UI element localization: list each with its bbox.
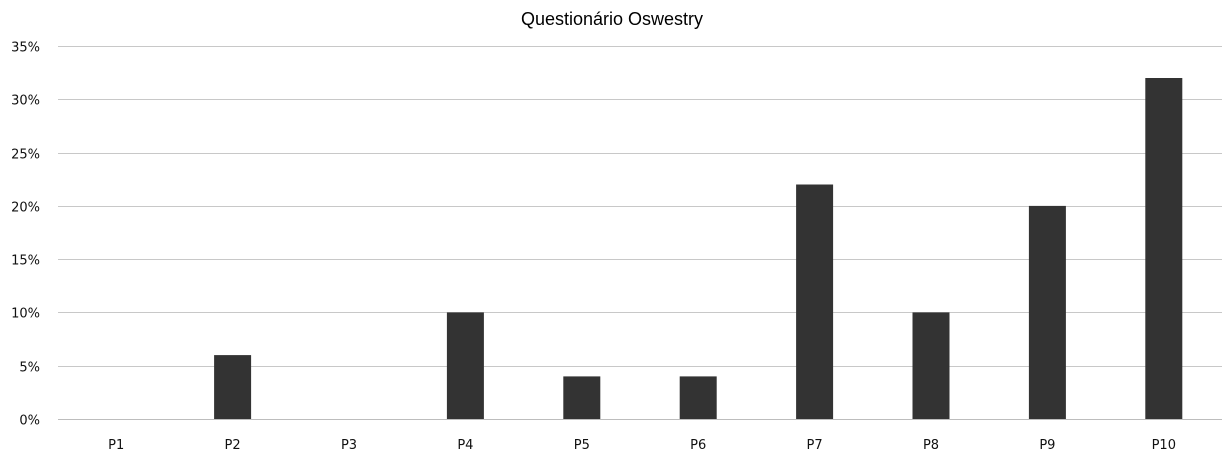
x-axis: P1 P2 P3 P4 P5 P6 P7 P8 P9 P10 — [108, 438, 1176, 453]
bars — [214, 78, 1183, 419]
y-tick-label: 35% — [11, 41, 40, 56]
x-tick-label: P8 — [923, 438, 939, 453]
bar-p9 — [1028, 205, 1066, 419]
x-tick-label: P10 — [1152, 438, 1176, 453]
bar-p5 — [563, 376, 601, 419]
y-tick-label: 20% — [11, 201, 40, 216]
bar-p2 — [214, 355, 252, 419]
x-tick-label: P4 — [457, 438, 473, 453]
bar-p7 — [796, 184, 834, 419]
x-tick-label: P1 — [108, 438, 124, 453]
x-tick-label: P6 — [690, 438, 706, 453]
y-tick-label: 10% — [11, 307, 40, 322]
grid-lines — [58, 46, 1222, 420]
bar-p6 — [679, 376, 717, 419]
y-tick-label: 25% — [11, 148, 40, 163]
x-tick-label: P2 — [225, 438, 241, 453]
chart-title: Questionário Oswestry — [521, 9, 703, 29]
y-axis: 0% 5% 10% 15% 20% 25% 30% 35% — [11, 41, 40, 429]
x-tick-label: P5 — [574, 438, 590, 453]
y-tick-label: 5% — [19, 361, 40, 376]
x-tick-label: P7 — [807, 438, 823, 453]
bar-p10 — [1145, 78, 1183, 419]
bar-p4 — [446, 312, 484, 419]
y-tick-label: 0% — [19, 414, 40, 429]
y-tick-label: 15% — [11, 254, 40, 269]
x-tick-label: P3 — [341, 438, 357, 453]
bar-p8 — [912, 312, 950, 419]
y-tick-label: 30% — [11, 94, 40, 109]
x-tick-label: P9 — [1039, 438, 1055, 453]
